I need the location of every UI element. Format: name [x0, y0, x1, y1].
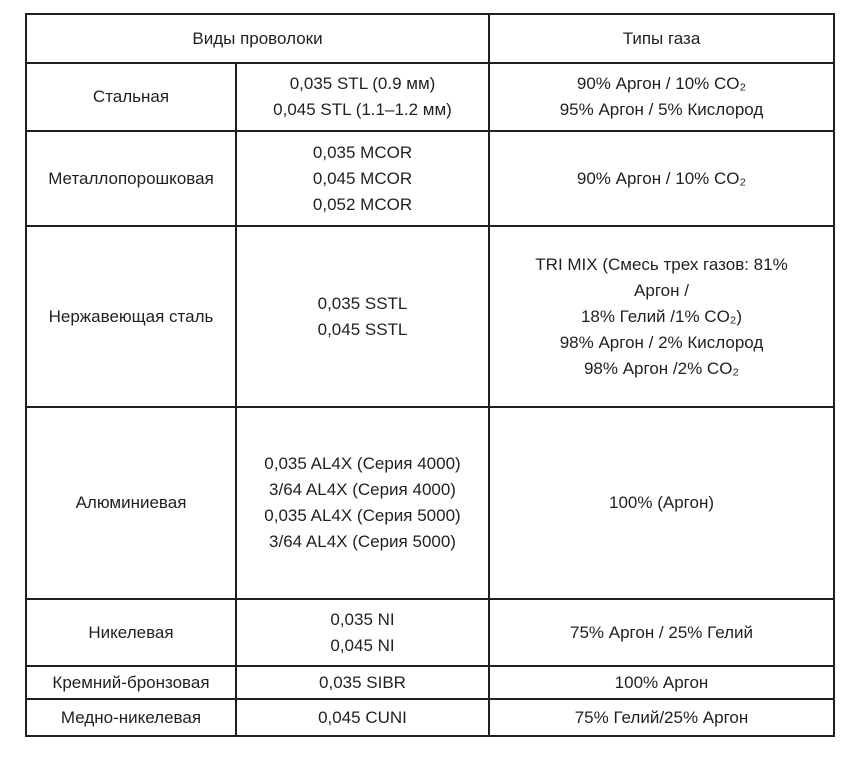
wire-type-cell: Нержавеющая сталь: [25, 225, 237, 408]
table-row-nickel: Никелевая 0,035 NI 0,045 NI 75% Аргон / …: [25, 598, 835, 667]
table-row-aluminum: Алюминиевая 0,035 AL4X (Серия 4000) 3/64…: [25, 406, 835, 600]
table-row-steel: Стальная 0,035 STL (0.9 мм) 0,045 STL (1…: [25, 62, 835, 132]
wire-size-cell: 0,035 MCOR 0,045 MCOR 0,052 MCOR: [235, 130, 490, 227]
wire-size-cell: 0,035 NI 0,045 NI: [235, 598, 490, 667]
gas-type-cell: 75% Аргон / 25% Гелий: [488, 598, 835, 667]
wire-type-cell: Стальная: [25, 62, 237, 132]
wire-size-cell: 0,035 SIBR: [235, 665, 490, 700]
header-wire-types: Виды проволоки: [25, 13, 490, 64]
wire-type-cell: Алюминиевая: [25, 406, 237, 600]
gas-type-cell: 100% Аргон: [488, 665, 835, 700]
wire-size-cell: 0,045 CUNI: [235, 698, 490, 737]
wire-gas-table-container: Виды проволоки Типы газа Стальная 0,035 …: [25, 13, 835, 737]
wire-size-cell: 0,035 AL4X (Серия 4000) 3/64 AL4X (Серия…: [235, 406, 490, 600]
table-row-silicon-bronze: Кремний-бронзовая 0,035 SIBR 100% Аргон: [25, 665, 835, 700]
wire-gas-table: Виды проволоки Типы газа Стальная 0,035 …: [25, 13, 835, 737]
gas-type-cell: TRI MIX (Смесь трех газов: 81% Аргон / 1…: [488, 225, 835, 408]
wire-type-cell: Кремний-бронзовая: [25, 665, 237, 700]
wire-type-cell: Никелевая: [25, 598, 237, 667]
gas-type-cell: 90% Аргон / 10% CO₂: [488, 130, 835, 227]
wire-size-cell: 0,035 STL (0.9 мм) 0,045 STL (1.1–1.2 мм…: [235, 62, 490, 132]
header-gas-types: Типы газа: [488, 13, 835, 64]
gas-type-cell: 75% Гелий/25% Аргон: [488, 698, 835, 737]
wire-type-cell: Металлопорошковая: [25, 130, 237, 227]
table-row-metal-cored: Металлопорошковая 0,035 MCOR 0,045 MCOR …: [25, 130, 835, 227]
gas-type-cell: 90% Аргон / 10% CO₂ 95% Аргон / 5% Кисло…: [488, 62, 835, 132]
wire-type-cell: Медно-никелевая: [25, 698, 237, 737]
gas-type-cell: 100% (Аргон): [488, 406, 835, 600]
table-header-row: Виды проволоки Типы газа: [25, 13, 835, 64]
table-row-stainless: Нержавеющая сталь 0,035 SSTL 0,045 SSTL …: [25, 225, 835, 408]
wire-size-cell: 0,035 SSTL 0,045 SSTL: [235, 225, 490, 408]
table-row-copper-nickel: Медно-никелевая 0,045 CUNI 75% Гелий/25%…: [25, 698, 835, 737]
